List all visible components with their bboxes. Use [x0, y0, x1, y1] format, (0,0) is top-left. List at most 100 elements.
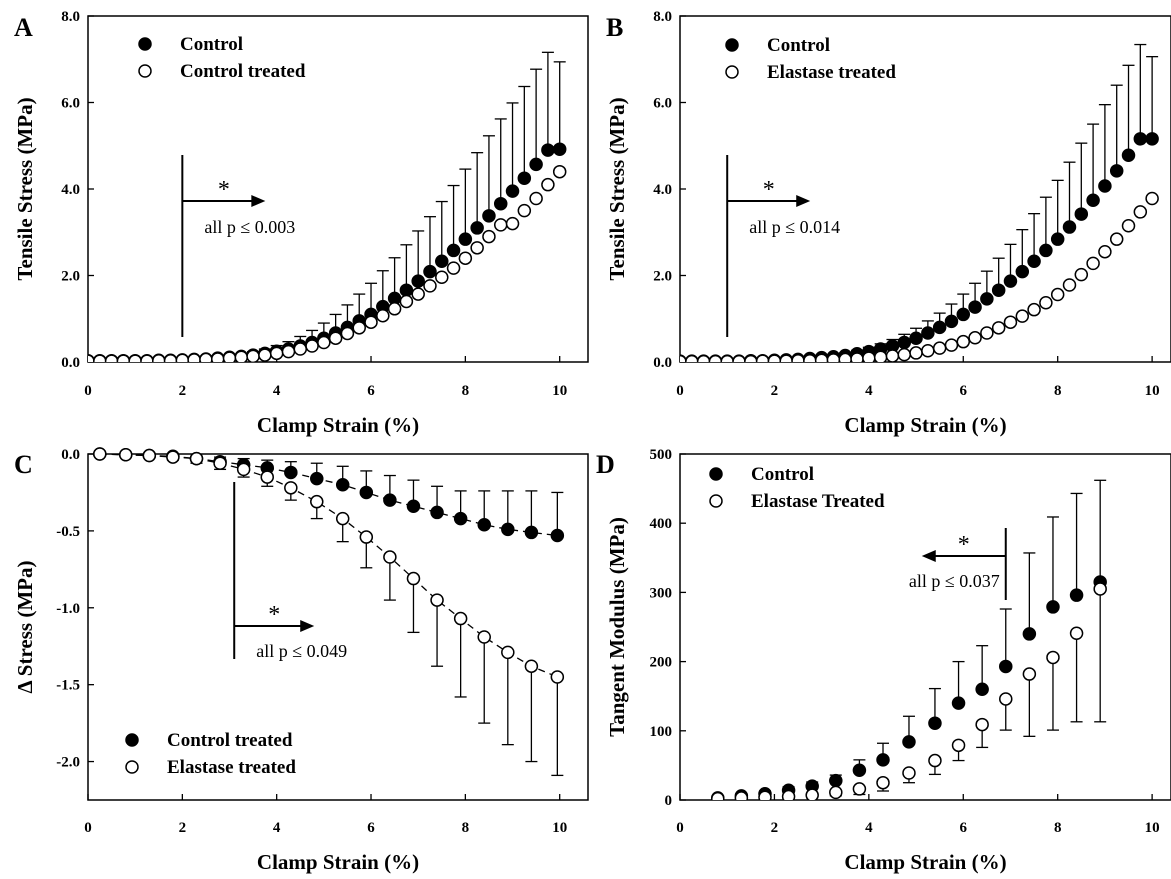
y-tick-label: 6.0 — [653, 96, 672, 112]
data-point-open — [399, 294, 414, 309]
data-point-filled — [968, 300, 982, 314]
data-point-filled — [1003, 274, 1018, 288]
legend-marker — [125, 733, 139, 747]
legend-label: Control treated — [180, 61, 306, 82]
data-point-open — [928, 753, 942, 768]
plot-area — [88, 51, 567, 362]
x-tick-label: 8 — [462, 820, 470, 836]
data-point-open — [1145, 191, 1159, 206]
data-point-filled — [1022, 627, 1037, 641]
data-point-open — [550, 670, 565, 684]
x-tick-label: 8 — [462, 383, 470, 399]
data-point-open — [885, 349, 900, 362]
y-tick-label: 0.0 — [61, 447, 80, 463]
data-point-open — [876, 775, 890, 790]
x-tick-label: 8 — [1054, 820, 1062, 836]
panel-label: D — [596, 450, 615, 479]
data-point-filled — [430, 505, 444, 520]
data-point-open — [1109, 232, 1124, 246]
x-tick-label: 10 — [552, 383, 567, 399]
data-point-open — [956, 334, 971, 349]
data-point-filled — [383, 493, 397, 507]
data-point-open — [529, 191, 543, 206]
data-point-open — [1022, 667, 1037, 681]
data-point-open — [758, 790, 772, 800]
chart-panel-a: A 0 2 4 6 8 10 0.0 2.0 4.0 6.0 8.0 Clamp Strain (%) T… — [13, 9, 589, 437]
data-point-filled — [423, 264, 437, 279]
data-point-filled — [470, 221, 484, 235]
plot-area — [93, 447, 565, 777]
data-point-filled — [852, 763, 867, 777]
data-point-filled — [1046, 600, 1060, 614]
data-point-filled — [541, 143, 555, 157]
data-point-open — [732, 354, 746, 362]
data-point-filled — [897, 335, 912, 350]
y-tick-label: 100 — [650, 724, 673, 740]
data-point-open — [458, 251, 473, 265]
data-point-open — [1039, 295, 1053, 310]
data-point-open — [376, 308, 390, 323]
data-point-open — [999, 692, 1013, 706]
y-tick-label: 500 — [650, 447, 673, 463]
data-point-filled — [921, 326, 935, 340]
significance-text: all p ≤ 0.037 — [909, 571, 1000, 591]
data-point-open — [430, 593, 444, 607]
data-point-filled — [951, 696, 966, 710]
x-tick-label: 2 — [179, 383, 187, 399]
data-point-open — [951, 738, 966, 753]
data-point-filled — [975, 682, 989, 697]
data-point-open — [387, 302, 402, 316]
data-point-open — [838, 352, 852, 362]
data-point-filled — [550, 528, 565, 543]
data-point-filled — [493, 196, 508, 211]
y-tick-label: 200 — [650, 655, 673, 671]
y-tick-label: 0.0 — [653, 355, 672, 371]
y-tick-label: 2.0 — [653, 269, 672, 285]
legend-label: Elastase treated — [767, 62, 896, 83]
data-point-open — [210, 352, 225, 362]
x-tick-label: 2 — [771, 383, 779, 399]
data-point-open — [116, 354, 131, 362]
data-point-filled — [552, 142, 567, 156]
data-point-open — [524, 659, 539, 673]
y-axis-label: Tangent Modulus (MPa) — [605, 517, 629, 737]
data-point-filled — [406, 499, 421, 514]
data-point-open — [852, 782, 867, 796]
data-point-open — [552, 164, 567, 179]
data-point-open — [284, 481, 298, 495]
y-tick-label: 300 — [650, 585, 673, 601]
data-point-open — [328, 331, 343, 345]
significance-star: * — [218, 177, 230, 203]
data-point-open — [991, 321, 1006, 335]
data-point-filled — [482, 209, 496, 223]
data-point-filled — [453, 511, 468, 526]
data-point-filled — [944, 314, 959, 329]
data-point-filled — [1109, 164, 1124, 178]
significance-arrow-head — [251, 195, 266, 207]
data-point-open — [1133, 205, 1148, 219]
data-point-open — [541, 177, 555, 192]
data-point-open — [1003, 315, 1018, 329]
legend-marker — [725, 65, 739, 79]
data-point-open — [118, 448, 133, 462]
data-point-open — [406, 571, 421, 586]
data-point-open — [189, 451, 204, 466]
data-point-open — [152, 353, 166, 362]
data-point-open — [968, 331, 982, 345]
data-point-open — [269, 346, 284, 361]
data-point-open — [93, 354, 107, 362]
data-point-open — [803, 353, 817, 362]
data-point-open — [829, 785, 843, 800]
data-point-filled — [956, 307, 971, 322]
y-tick-label: 4.0 — [653, 182, 672, 198]
data-point-filled — [284, 465, 298, 480]
data-point-filled — [529, 157, 543, 172]
x-tick-label: 6 — [960, 383, 968, 399]
data-point-open — [755, 354, 770, 362]
data-point-open — [708, 354, 723, 362]
y-tick-label: 0 — [665, 793, 673, 809]
data-point-filled — [1098, 179, 1112, 193]
x-axis-label: Clamp Strain (%) — [844, 850, 1006, 874]
plot-area — [711, 479, 1107, 800]
